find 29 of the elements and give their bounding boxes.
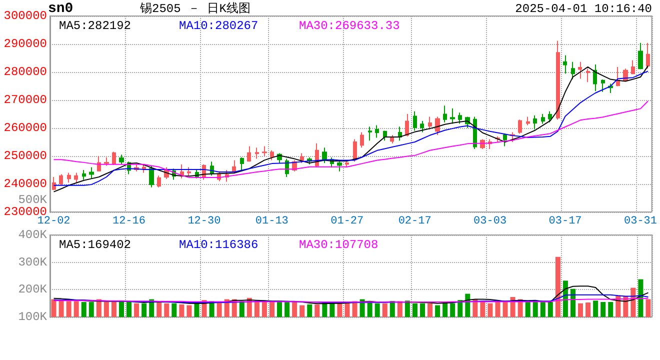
y-tick-label: 280000 xyxy=(4,65,47,79)
text: MA30:107708 xyxy=(299,238,378,252)
x-tick-label: 03-03 xyxy=(474,216,507,228)
x-tick-label: 01-27 xyxy=(330,216,364,228)
y-tick-label: 250000 xyxy=(4,149,47,163)
text: MA30:269633.33 xyxy=(299,19,400,33)
y-tick-label: 260000 xyxy=(4,121,47,135)
text: MA5:169402 xyxy=(59,238,132,252)
text: MA10:280267 xyxy=(179,19,258,33)
text: 500K xyxy=(18,193,48,207)
text: MA10:116386 xyxy=(179,238,258,252)
text: 2025-04-01 10:16:40 xyxy=(515,2,652,16)
x-tick-label: 03-17 xyxy=(548,216,582,228)
y-tick-label: 240000 xyxy=(4,177,47,191)
x-tick-label: 02-17 xyxy=(398,216,432,228)
y-tick-label: 100K xyxy=(18,310,48,324)
y-tick-label: 200K xyxy=(18,282,48,297)
y-tick-label: 300K xyxy=(18,255,48,270)
y-tick-label: 290000 xyxy=(4,37,47,51)
annotation: sn0 xyxy=(48,1,74,17)
text: MA5:282192 xyxy=(59,19,132,33)
y-tick-label: 400K xyxy=(18,228,48,242)
x-tick-label: 03-31 xyxy=(624,216,658,228)
x-tick-label: 12-30 xyxy=(188,216,221,228)
x-tick-label: 01-13 xyxy=(255,216,288,228)
y-tick-label: 270000 xyxy=(4,93,47,107)
y-tick-label: 300000 xyxy=(4,9,47,23)
chart-title: 锡2505 － 日K线图 xyxy=(139,2,250,16)
x-tick-label: 12-16 xyxy=(112,216,146,228)
